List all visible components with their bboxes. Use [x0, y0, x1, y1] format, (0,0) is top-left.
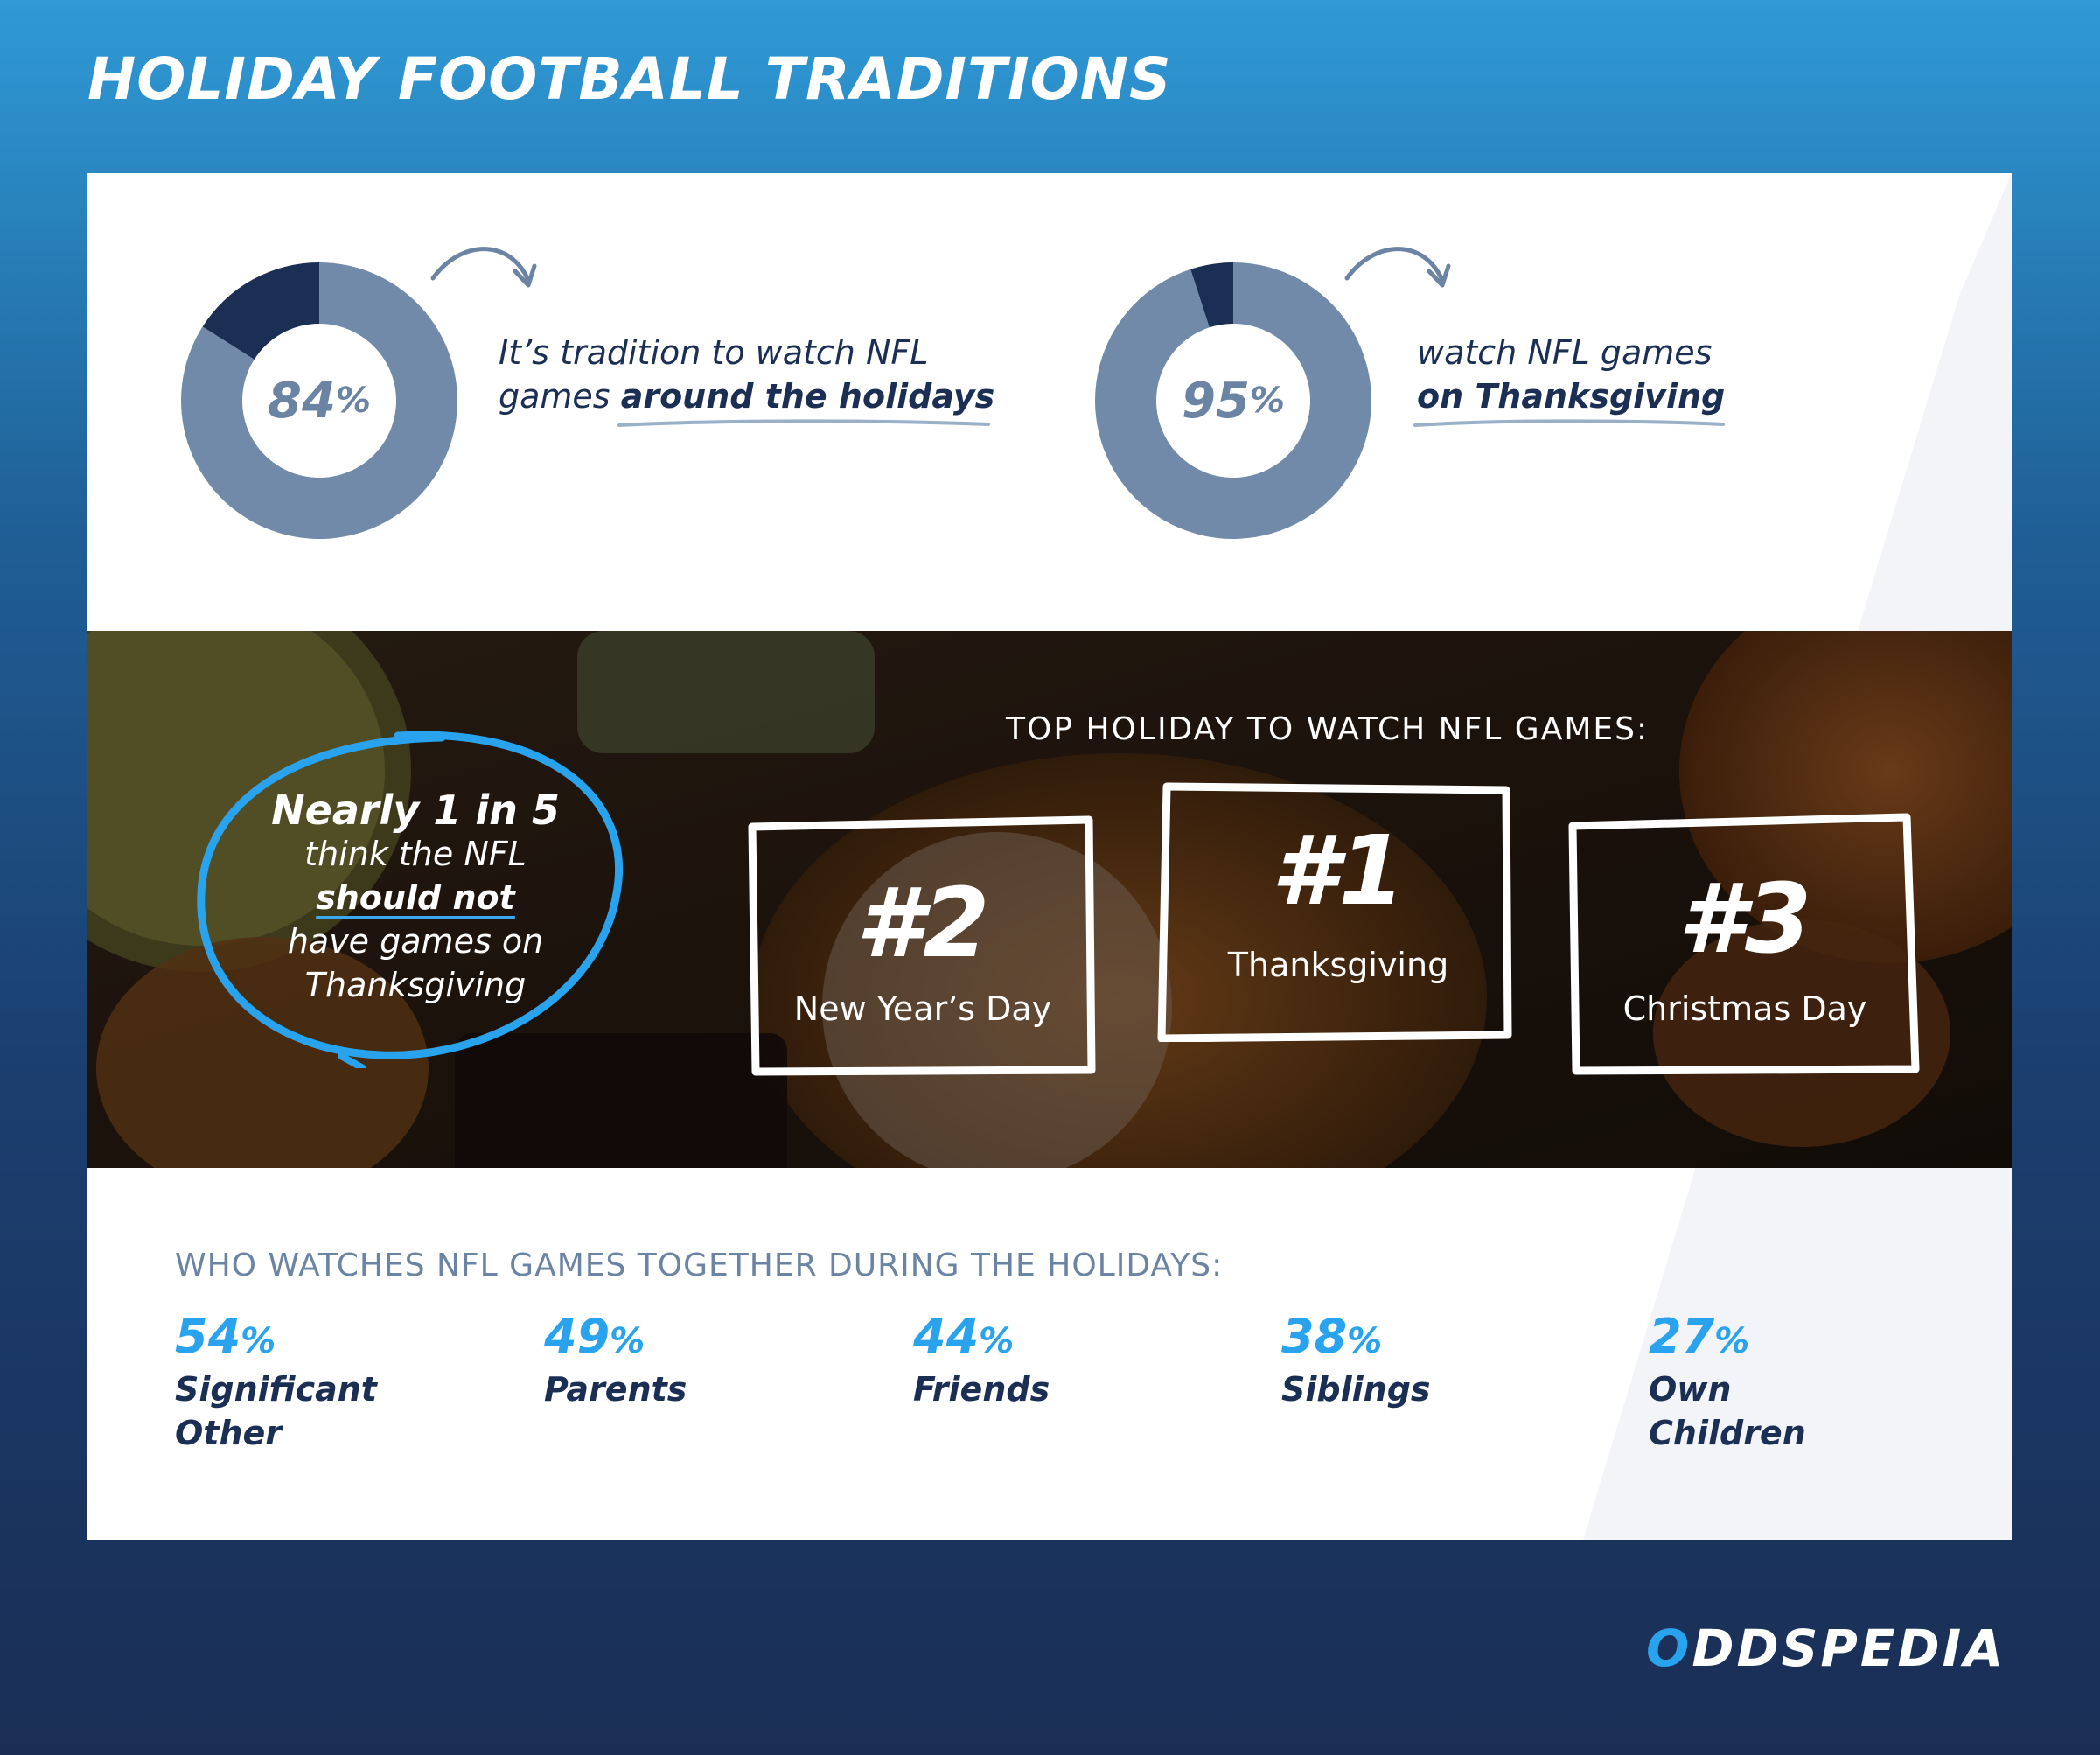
- underline-swoosh: [617, 419, 990, 427]
- donut-84-value: 84: [267, 372, 336, 430]
- rank-name-1: Thanksgiving: [1227, 946, 1449, 984]
- rank-box-3: #3 Christmas Day: [1566, 810, 1924, 1081]
- stat-84-line1: It’s tradition to watch NFL: [499, 333, 929, 372]
- curved-arrow-icon: [430, 247, 537, 288]
- donut-95-main-segment: [1095, 262, 1371, 539]
- stat-text-84: It’s tradition to watch NFL games around…: [499, 331, 995, 427]
- who-item-significant-other: 54% Significant Other: [175, 1311, 507, 1455]
- who-value: 49: [544, 1309, 610, 1364]
- donut-95-label: 95%: [1093, 261, 1373, 541]
- who-unit: %: [610, 1321, 645, 1361]
- curved-arrow-icon: [1344, 247, 1451, 288]
- stat-95-emphasis: on Thanksgiving: [1417, 377, 1726, 416]
- who-value: 38: [1281, 1309, 1348, 1364]
- who-unit: %: [1714, 1321, 1750, 1361]
- callout-line2: think the NFL: [304, 835, 527, 873]
- stat-84-line2-prefix: games: [499, 377, 621, 416]
- top-holiday-heading: TOP HOLIDAY TO WATCH NFL GAMES:: [1006, 711, 1650, 747]
- page-title: HOLIDAY FOOTBALL TRADITIONS: [87, 45, 1172, 113]
- who-item-parents: 49% Parents: [544, 1311, 876, 1411]
- rank-name-2: New Year’s Day: [793, 989, 1052, 1028]
- who-label-line1: Siblings: [1281, 1370, 1431, 1409]
- donut-84-label: 84%: [179, 261, 459, 541]
- who-value: 27: [1649, 1309, 1715, 1364]
- donut-chart-95: [1095, 262, 1371, 539]
- hand-drawn-frame: [1568, 813, 1920, 1075]
- stat-95-line1: watch NFL games: [1417, 333, 1713, 372]
- oddspedia-logo: ODDSPEDIA: [1646, 1619, 2006, 1678]
- who-value: 54: [175, 1309, 241, 1364]
- who-label-line1: Own: [1649, 1370, 1732, 1409]
- donut-84-unit: %: [335, 381, 371, 421]
- donut-84-rest-segment: [202, 262, 319, 360]
- who-label-line2: Other: [175, 1414, 283, 1452]
- who-item-own-children: 27% Own Children: [1649, 1311, 1981, 1455]
- who-label-line1: Parents: [544, 1370, 687, 1409]
- stat-84-emphasis: around the holidays: [620, 377, 995, 416]
- donut-84-main-segment: [180, 262, 457, 539]
- who-label-line1: Friends: [913, 1370, 1050, 1409]
- donut-95-value: 95: [1181, 372, 1250, 430]
- food-table-background: [87, 631, 2012, 1168]
- callout-text: Nearly 1 in 5 think the NFL should not h…: [232, 788, 599, 1007]
- who-unit: %: [1347, 1321, 1383, 1361]
- rank-box-1: #1 Thanksgiving: [1155, 780, 1522, 1042]
- donut-95-rest-segment: [1190, 262, 1233, 328]
- hand-drawn-frame: [1157, 782, 1512, 1042]
- content-card: 84% It’s tradition to watch NFL games ar…: [87, 173, 2012, 1540]
- who-label-line1: Significant: [175, 1370, 377, 1409]
- hand-drawn-frame: [748, 815, 1096, 1076]
- rank-name-3: Christmas Day: [1622, 989, 1867, 1028]
- who-value: 44: [913, 1309, 980, 1364]
- rank-number-1: #1: [1271, 815, 1406, 926]
- logo-accent-letter: O: [1646, 1619, 1692, 1678]
- who-item-friends: 44% Friends: [913, 1311, 1245, 1411]
- holiday-banner: Nearly 1 in 5 think the NFL should not h…: [87, 631, 2012, 1168]
- underline-swoosh: [1413, 419, 1725, 427]
- callout-strong: should not: [316, 878, 515, 917]
- rank-number-3: #3: [1678, 863, 1812, 975]
- rank-box-2: #2 New Year’s Day: [743, 815, 1102, 1077]
- callout-line4: have games on: [287, 922, 544, 961]
- donut-95-unit: %: [1249, 381, 1285, 421]
- stat-text-95: watch NFL games on Thanksgiving: [1413, 331, 1726, 427]
- rank-number-2: #2: [855, 867, 990, 979]
- who-unit: %: [979, 1321, 1015, 1361]
- donut-chart-84: [180, 262, 457, 539]
- who-item-siblings: 38% Siblings: [1281, 1311, 1614, 1411]
- callout-line5: Thanksgiving: [304, 966, 527, 1004]
- blue-circle-callout: [197, 731, 623, 1068]
- callout-lead: Nearly 1 in 5: [271, 787, 560, 834]
- who-label-line2: Children: [1649, 1414, 1806, 1452]
- who-unit: %: [241, 1321, 276, 1361]
- who-watches-heading: WHO WATCHES NFL GAMES TOGETHER DURING TH…: [175, 1248, 1224, 1283]
- logo-wordmark: DDSPEDIA: [1692, 1619, 2006, 1678]
